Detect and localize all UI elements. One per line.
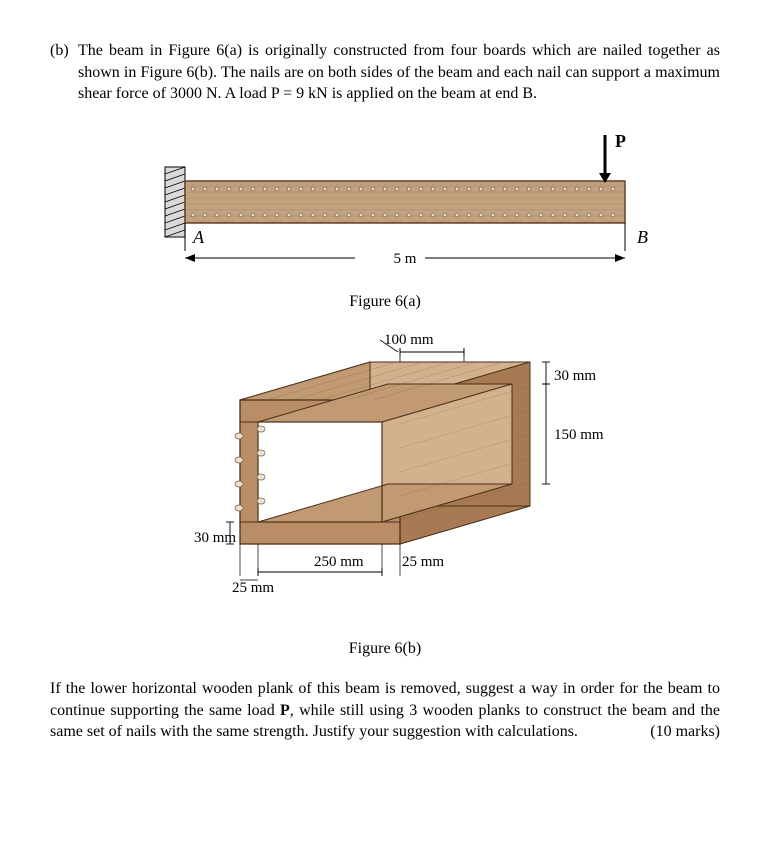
figure-6a-area: P A B 5 m	[50, 123, 720, 283]
figure-6a-svg: P A B 5 m	[95, 123, 675, 283]
marks-label: (10 marks)	[650, 721, 720, 743]
figure-6b-caption: Figure 6(b)	[50, 638, 720, 660]
svg-text:25 mm: 25 mm	[402, 554, 444, 570]
figure-6a-caption: Figure 6(a)	[50, 291, 720, 313]
svg-text:A: A	[192, 227, 205, 247]
figure-6b-area: 100 mm30 mm150 mm250 mm25 mm25 mm30 mm	[50, 330, 720, 630]
svg-text:25 mm: 25 mm	[232, 580, 274, 596]
svg-text:250 mm: 250 mm	[314, 554, 364, 570]
closing-text: If the lower horizontal wooden plank of …	[50, 680, 720, 740]
svg-text:P: P	[615, 131, 626, 151]
problem-text: The beam in Figure 6(a) is originally co…	[78, 40, 720, 105]
svg-text:B: B	[637, 227, 648, 247]
problem-label: (b)	[50, 40, 78, 105]
svg-text:5 m: 5 m	[394, 251, 417, 267]
svg-text:100 mm: 100 mm	[384, 332, 434, 348]
closing-paragraph: If the lower horizontal wooden plank of …	[50, 678, 720, 743]
svg-text:30 mm: 30 mm	[554, 368, 596, 384]
problem-statement: (b) The beam in Figure 6(a) is originall…	[50, 40, 720, 105]
figure-6b-svg: 100 mm30 mm150 mm250 mm25 mm25 mm30 mm	[145, 330, 625, 630]
svg-text:150 mm: 150 mm	[554, 427, 604, 443]
